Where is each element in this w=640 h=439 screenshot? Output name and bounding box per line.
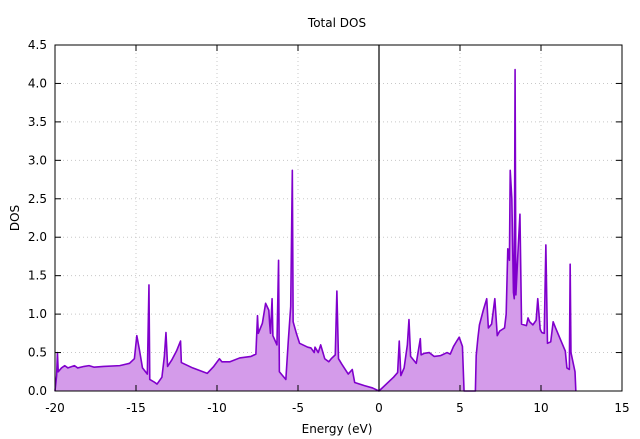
dos-series-area <box>55 69 576 391</box>
x-tick-label: 15 <box>614 401 629 415</box>
x-tick-labels: -20 -15 -10 -5 0 5 10 15 <box>45 401 629 415</box>
y-tick-label: 1.5 <box>28 269 47 283</box>
chart-title: Total DOS <box>307 16 366 30</box>
axis-ticks <box>54 44 623 392</box>
x-tick-label: -5 <box>292 401 304 415</box>
y-tick-label: 2.0 <box>28 230 47 244</box>
y-tick-labels: 0.0 0.5 1.0 1.5 2.0 2.5 3.0 3.5 4.0 4.5 <box>28 38 47 398</box>
y-tick-label: 0.5 <box>28 346 47 360</box>
y-tick-label: 2.5 <box>28 192 47 206</box>
y-tick-label: 0.0 <box>28 384 47 398</box>
x-axis-label: Energy (eV) <box>302 422 373 436</box>
y-tick-label: 4.0 <box>28 76 47 90</box>
x-tick-label: -15 <box>126 401 146 415</box>
dos-series-line <box>54 68 577 392</box>
x-tick-label: 10 <box>533 401 548 415</box>
y-tick-label: 3.5 <box>28 115 47 129</box>
x-tick-label: 0 <box>375 401 383 415</box>
x-tick-label: -10 <box>207 401 227 415</box>
y-tick-label: 3.0 <box>28 153 47 167</box>
y-axis-label: DOS <box>8 205 22 231</box>
plot-frame <box>54 44 623 392</box>
y-tick-label: 4.5 <box>28 38 47 52</box>
y-tick-label: 1.0 <box>28 307 47 321</box>
x-tick-label: 5 <box>456 401 464 415</box>
x-tick-label: -20 <box>45 401 65 415</box>
